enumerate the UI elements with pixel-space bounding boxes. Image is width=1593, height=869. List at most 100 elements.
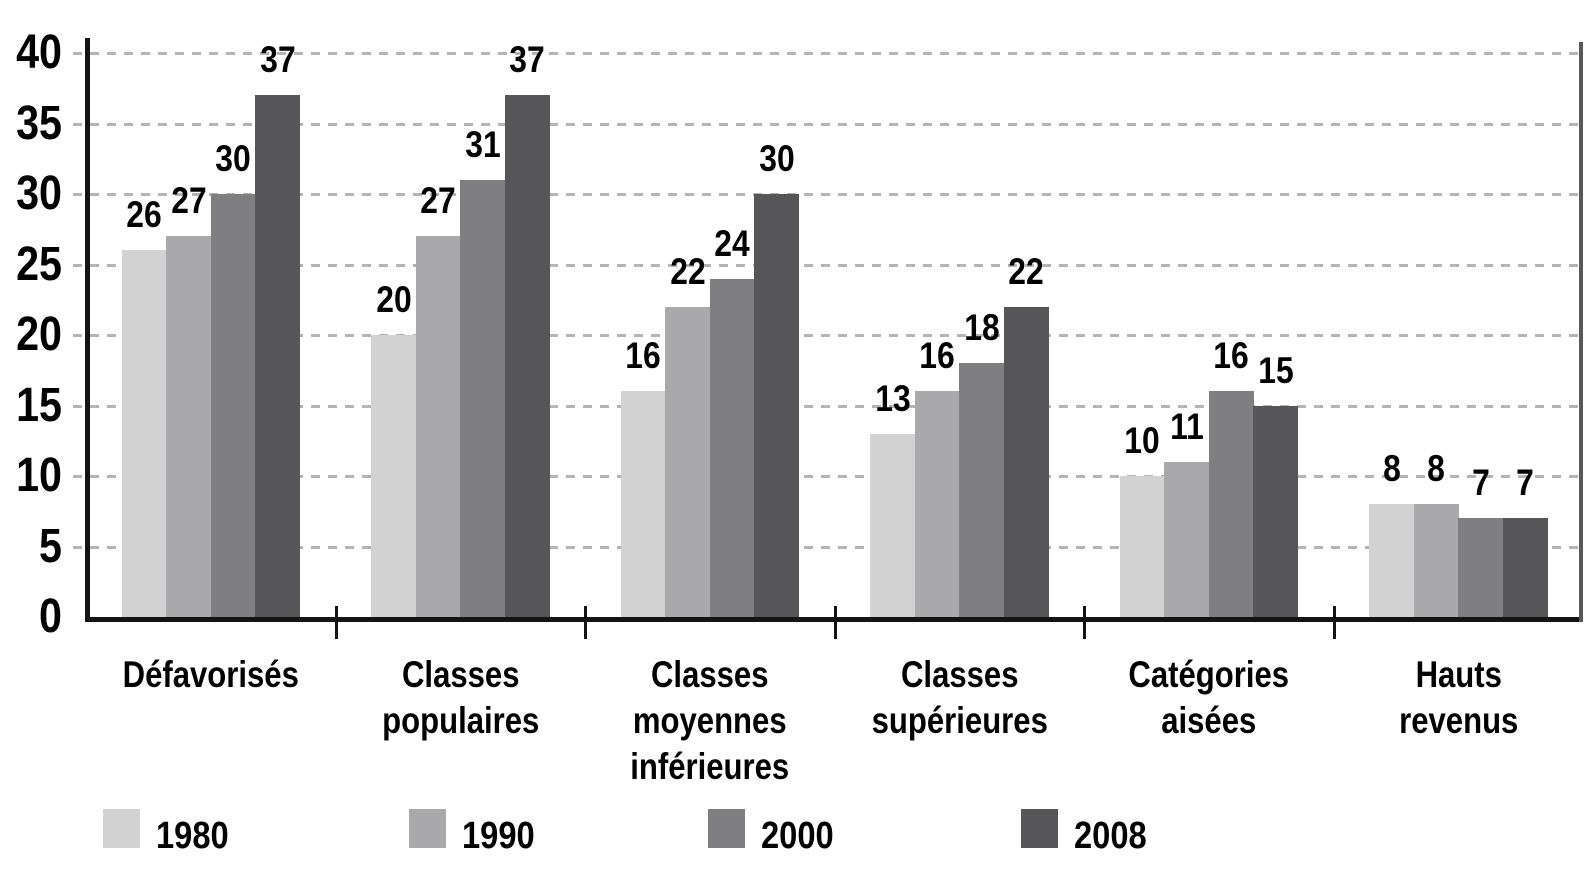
legend-label: 1990 [462,815,535,857]
bar [504,95,550,617]
legend-swatch [103,809,140,848]
y-axis-tick-label: 20 [16,308,63,361]
gridline [73,193,1583,196]
plot-right-border [1579,42,1583,622]
bar [754,194,800,617]
legend-item: 1980 [103,809,241,856]
category-label: Classes supérieures [854,652,1064,744]
bar-value-label: 27 [420,180,456,222]
gridline [73,545,1583,549]
category-label: Classes moyennes inférieures [605,652,815,790]
bar-value-label: 8 [1427,448,1445,490]
bar [121,250,167,617]
gridline [73,334,1583,337]
legend-item: 1990 [409,809,547,856]
x-axis-tick [334,606,338,639]
bar [1369,504,1415,617]
y-axis-tick-label: 10 [16,449,63,502]
bar-value-label: 22 [669,250,706,292]
bar-value-label: 37 [259,39,296,81]
bar [665,306,711,617]
category-label-line: Classes [401,654,519,695]
x-axis-tick [1083,606,1086,639]
category-label-line: revenus [1398,700,1518,741]
gridline [73,475,1583,478]
y-axis-tick-label: 5 [39,519,62,573]
category-label-line: Catégories [1128,654,1290,695]
category-label-line: supérieures [871,700,1048,741]
bar [255,95,301,617]
bar-value-label: 30 [758,138,795,179]
bar [1253,405,1299,617]
bar [1208,391,1254,617]
bar [870,433,916,617]
bar [460,179,506,617]
category-label-line: moyennes [632,700,787,741]
category-label-line: inférieures [630,746,790,787]
bar-value-label: 31 [464,123,501,165]
legend-item: 2000 [708,809,846,856]
bar [1458,518,1504,617]
bar [166,236,212,617]
bar-value-label: 7 [1516,462,1534,504]
bar-value-label: 26 [126,194,162,236]
x-axis-tick [833,606,837,639]
bar [620,391,666,617]
gridline [73,52,1583,55]
gridline [73,122,1583,126]
category-label: Hauts revenus [1353,652,1563,744]
category-label-line: Hauts [1415,654,1502,695]
bar-value-label: 16 [919,335,955,377]
legend-item: 2008 [1021,809,1159,856]
bar [1413,504,1459,617]
bar [914,391,960,617]
bar [371,335,417,617]
bar-value-label: 8 [1382,448,1401,490]
bar-value-label: 27 [170,180,207,222]
bar-value-label: 11 [1169,405,1204,447]
y-axis-tick-label: 30 [16,167,63,220]
category-label: Catégories aisées [1104,652,1314,744]
category-label-line: populaires [381,700,539,741]
category-label-line: Classes [650,654,769,695]
bar-value-label: 20 [375,279,412,320]
bar-value-label: 16 [1213,335,1249,377]
legend-swatch [1021,809,1058,848]
bar [1502,518,1548,617]
y-axis-tick-label: 40 [16,26,63,79]
bar [415,236,461,617]
category-label-line: Classes [900,654,1018,695]
legend-swatch [708,809,745,848]
y-axis-tick-label: 15 [16,378,63,432]
category-label: Classes populaires [355,652,565,744]
bar-value-label: 18 [963,307,1000,349]
gridline [73,263,1583,267]
bar [709,278,755,617]
y-axis-tick-label: 0 [39,590,62,643]
x-axis-tick [1332,606,1336,639]
bar-value-label: 13 [874,377,911,419]
category-label-line: Défavorisés [122,654,299,695]
legend-swatch [409,809,446,848]
bar-value-label: 24 [714,222,750,264]
bar [1119,476,1165,617]
y-axis-tick-label: 25 [16,237,63,291]
bar-value-label: 22 [1008,250,1044,292]
bar-value-label: 16 [625,335,661,377]
bar-value-label: 15 [1257,349,1294,391]
legend-label: 2000 [761,815,834,857]
bar-value-label: 30 [215,138,251,179]
bar-value-label: 10 [1124,420,1160,461]
category-label-line: aisées [1161,700,1257,741]
bar [1164,461,1210,617]
y-axis-tick-label: 35 [16,96,63,150]
y-axis-line [85,38,90,622]
bar [210,194,256,617]
legend-label: 1980 [156,815,229,857]
legend-label: 2008 [1074,815,1147,857]
bar [959,363,1005,617]
bar [1003,306,1049,617]
x-axis-tick [584,606,587,639]
category-label: Défavorisés [106,652,316,698]
